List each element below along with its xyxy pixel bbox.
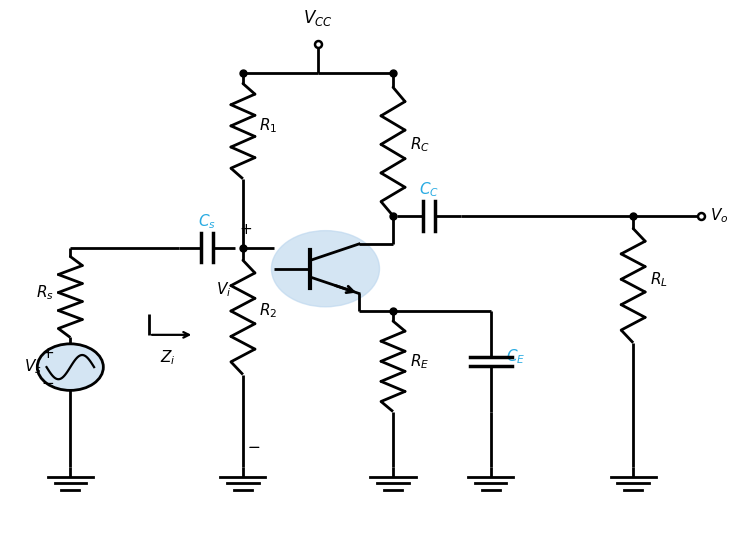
- Circle shape: [271, 230, 380, 307]
- Text: $V_{CC}$: $V_{CC}$: [303, 8, 333, 28]
- Text: $-$: $-$: [246, 438, 260, 453]
- Text: $R_E$: $R_E$: [410, 352, 429, 370]
- Text: $R_1$: $R_1$: [259, 116, 277, 135]
- Text: $-$: $-$: [41, 374, 54, 389]
- Text: $-$: $-$: [246, 438, 260, 453]
- Text: $R_L$: $R_L$: [649, 270, 668, 289]
- Text: $V_o$: $V_o$: [710, 206, 728, 225]
- Text: $C_s$: $C_s$: [198, 212, 216, 230]
- Text: $Z_i$: $Z_i$: [160, 348, 175, 367]
- Circle shape: [37, 344, 104, 390]
- Text: $R_s$: $R_s$: [36, 283, 54, 302]
- Text: $R_C$: $R_C$: [410, 135, 429, 154]
- Text: $V_s$: $V_s$: [24, 358, 42, 376]
- Text: $R_2$: $R_2$: [259, 302, 277, 321]
- Text: $C_E$: $C_E$: [506, 347, 525, 366]
- Text: $+$: $+$: [41, 346, 54, 361]
- Text: $V_i$: $V_i$: [216, 280, 231, 299]
- Text: $+$: $+$: [239, 222, 253, 237]
- Text: $C_C$: $C_C$: [419, 180, 438, 199]
